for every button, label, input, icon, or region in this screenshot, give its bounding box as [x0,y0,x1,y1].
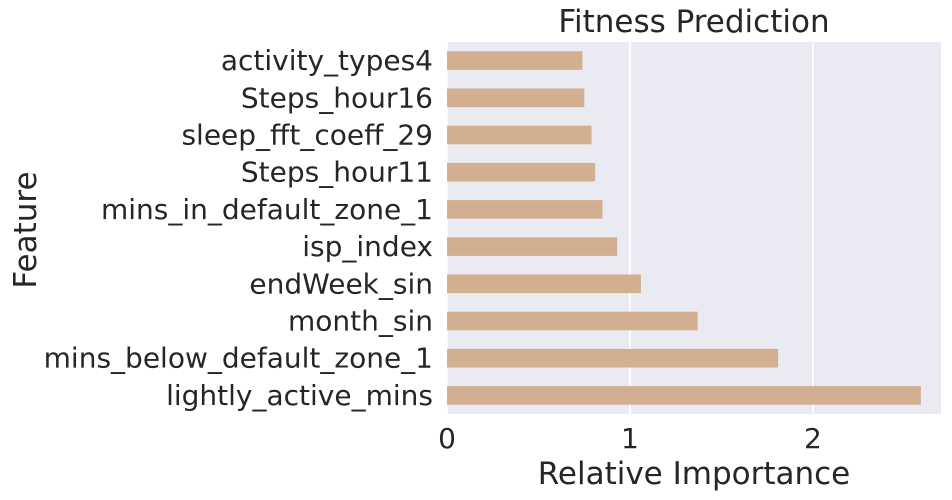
y-tick-label: isp_index [302,230,433,263]
bar [447,51,583,70]
x-axis-label: Relative Importance [538,456,851,492]
y-tick-label: month_sin [288,305,433,338]
bars [447,51,921,405]
y-tick-label: Steps_hour16 [241,81,433,114]
bar [447,200,603,219]
y-tick-label: mins_below_default_zone_1 [44,342,433,375]
y-tick-label: mins_in_default_zone_1 [101,193,433,226]
bar [447,311,698,331]
y-tick-label: sleep_fft_coeff_29 [181,119,433,152]
bar [447,348,779,368]
chart-title: Fitness Prediction [558,4,829,40]
x-tick-label: 0 [438,422,456,455]
x-tick-label: 2 [804,422,822,455]
bar [447,237,618,256]
bar [447,162,596,182]
x-tick-labels: 0 1 2 [438,422,822,455]
bar [447,125,592,145]
y-axis-label: Feature [8,171,44,288]
bar [447,274,641,294]
y-tick-label: Steps_hour11 [241,156,433,189]
bar [447,386,921,405]
y-tick-label: activity_types4 [221,44,433,77]
x-tick-label: 1 [621,422,639,455]
y-tick-label: lightly_active_mins [166,379,433,412]
y-tick-labels: lightly_active_mins mins_below_default_zo… [44,44,433,412]
y-tick-label: endWeek_sin [249,267,433,300]
bar [447,88,585,108]
